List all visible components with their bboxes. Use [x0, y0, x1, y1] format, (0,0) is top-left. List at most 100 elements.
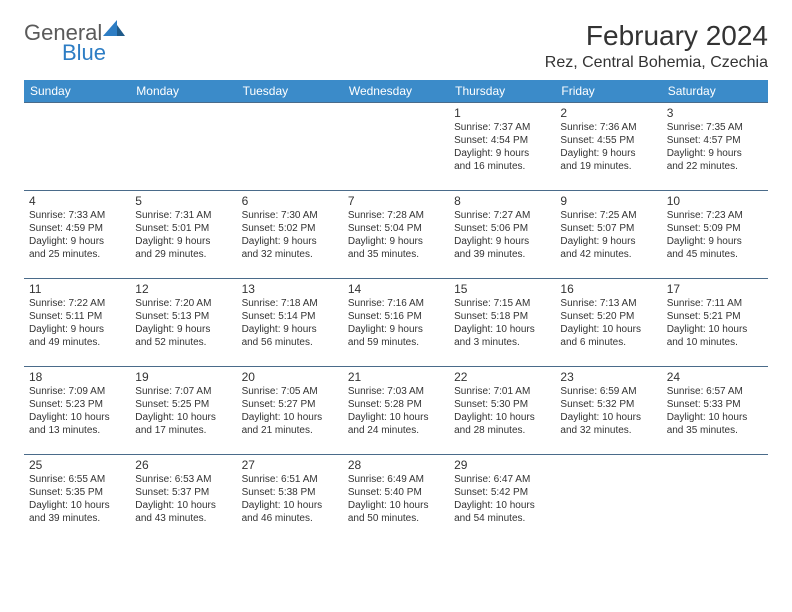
day-number: 18	[29, 370, 125, 384]
sunrise-text: Sunrise: 7:18 AM	[242, 297, 338, 310]
daylight-text-1: Daylight: 10 hours	[454, 323, 550, 336]
day-number: 19	[135, 370, 231, 384]
sunset-text: Sunset: 5:16 PM	[348, 310, 444, 323]
day-number: 14	[348, 282, 444, 296]
daylight-text-1: Daylight: 9 hours	[454, 147, 550, 160]
sunset-text: Sunset: 5:18 PM	[454, 310, 550, 323]
day-info: Sunrise: 7:07 AMSunset: 5:25 PMDaylight:…	[135, 385, 231, 437]
sunrise-text: Sunrise: 7:01 AM	[454, 385, 550, 398]
daylight-text-2: and 54 minutes.	[454, 512, 550, 525]
sunset-text: Sunset: 5:30 PM	[454, 398, 550, 411]
calendar-cell: 29Sunrise: 6:47 AMSunset: 5:42 PMDayligh…	[449, 455, 555, 543]
logo-triangle-icon	[103, 20, 125, 41]
month-title: February 2024	[545, 20, 768, 52]
day-number: 15	[454, 282, 550, 296]
day-info: Sunrise: 7:18 AMSunset: 5:14 PMDaylight:…	[242, 297, 338, 349]
daylight-text-2: and 39 minutes.	[454, 248, 550, 261]
calendar-cell: 28Sunrise: 6:49 AMSunset: 5:40 PMDayligh…	[343, 455, 449, 543]
daylight-text-1: Daylight: 9 hours	[667, 235, 763, 248]
day-number: 13	[242, 282, 338, 296]
calendar-cell: 8Sunrise: 7:27 AMSunset: 5:06 PMDaylight…	[449, 191, 555, 279]
day-info: Sunrise: 6:55 AMSunset: 5:35 PMDaylight:…	[29, 473, 125, 525]
daylight-text-2: and 59 minutes.	[348, 336, 444, 349]
sunset-text: Sunset: 5:20 PM	[560, 310, 656, 323]
calendar-week-row: 4Sunrise: 7:33 AMSunset: 4:59 PMDaylight…	[24, 191, 768, 279]
calendar-cell: 23Sunrise: 6:59 AMSunset: 5:32 PMDayligh…	[555, 367, 661, 455]
day-info: Sunrise: 7:33 AMSunset: 4:59 PMDaylight:…	[29, 209, 125, 261]
sunrise-text: Sunrise: 7:07 AM	[135, 385, 231, 398]
sunset-text: Sunset: 5:11 PM	[29, 310, 125, 323]
daylight-text-1: Daylight: 10 hours	[454, 411, 550, 424]
sunset-text: Sunset: 5:02 PM	[242, 222, 338, 235]
sunset-text: Sunset: 5:28 PM	[348, 398, 444, 411]
day-header: Tuesday	[237, 80, 343, 103]
sunrise-text: Sunrise: 7:30 AM	[242, 209, 338, 222]
daylight-text-1: Daylight: 10 hours	[348, 411, 444, 424]
sunrise-text: Sunrise: 7:09 AM	[29, 385, 125, 398]
daylight-text-1: Daylight: 10 hours	[242, 411, 338, 424]
daylight-text-2: and 45 minutes.	[667, 248, 763, 261]
calendar-cell: 3Sunrise: 7:35 AMSunset: 4:57 PMDaylight…	[662, 103, 768, 191]
daylight-text-1: Daylight: 9 hours	[29, 235, 125, 248]
day-info: Sunrise: 6:47 AMSunset: 5:42 PMDaylight:…	[454, 473, 550, 525]
daylight-text-2: and 10 minutes.	[667, 336, 763, 349]
daylight-text-2: and 17 minutes.	[135, 424, 231, 437]
sunset-text: Sunset: 5:42 PM	[454, 486, 550, 499]
day-info: Sunrise: 7:31 AMSunset: 5:01 PMDaylight:…	[135, 209, 231, 261]
daylight-text-1: Daylight: 10 hours	[560, 323, 656, 336]
daylight-text-1: Daylight: 10 hours	[560, 411, 656, 424]
logo: GeneralBlue	[24, 20, 125, 66]
day-info: Sunrise: 6:49 AMSunset: 5:40 PMDaylight:…	[348, 473, 444, 525]
calendar-cell: 16Sunrise: 7:13 AMSunset: 5:20 PMDayligh…	[555, 279, 661, 367]
day-info: Sunrise: 6:51 AMSunset: 5:38 PMDaylight:…	[242, 473, 338, 525]
calendar-week-row: 25Sunrise: 6:55 AMSunset: 5:35 PMDayligh…	[24, 455, 768, 543]
daylight-text-1: Daylight: 9 hours	[348, 235, 444, 248]
calendar-cell: 4Sunrise: 7:33 AMSunset: 4:59 PMDaylight…	[24, 191, 130, 279]
sunrise-text: Sunrise: 7:36 AM	[560, 121, 656, 134]
daylight-text-2: and 16 minutes.	[454, 160, 550, 173]
sunrise-text: Sunrise: 7:13 AM	[560, 297, 656, 310]
day-info: Sunrise: 6:57 AMSunset: 5:33 PMDaylight:…	[667, 385, 763, 437]
day-number: 22	[454, 370, 550, 384]
calendar-cell: 18Sunrise: 7:09 AMSunset: 5:23 PMDayligh…	[24, 367, 130, 455]
calendar-week-row: 1Sunrise: 7:37 AMSunset: 4:54 PMDaylight…	[24, 103, 768, 191]
sunset-text: Sunset: 5:40 PM	[348, 486, 444, 499]
day-info: Sunrise: 7:27 AMSunset: 5:06 PMDaylight:…	[454, 209, 550, 261]
daylight-text-2: and 50 minutes.	[348, 512, 444, 525]
daylight-text-1: Daylight: 10 hours	[454, 499, 550, 512]
calendar-cell-empty	[662, 455, 768, 543]
sunrise-text: Sunrise: 6:55 AM	[29, 473, 125, 486]
sunset-text: Sunset: 5:33 PM	[667, 398, 763, 411]
location: Rez, Central Bohemia, Czechia	[545, 54, 768, 72]
sunset-text: Sunset: 5:06 PM	[454, 222, 550, 235]
daylight-text-2: and 49 minutes.	[29, 336, 125, 349]
sunset-text: Sunset: 5:37 PM	[135, 486, 231, 499]
sunrise-text: Sunrise: 7:35 AM	[667, 121, 763, 134]
logo-text-blue: Blue	[62, 40, 125, 66]
sunrise-text: Sunrise: 7:23 AM	[667, 209, 763, 222]
daylight-text-1: Daylight: 10 hours	[348, 499, 444, 512]
daylight-text-1: Daylight: 9 hours	[29, 323, 125, 336]
calendar-cell-empty	[130, 103, 236, 191]
sunrise-text: Sunrise: 7:15 AM	[454, 297, 550, 310]
day-info: Sunrise: 7:11 AMSunset: 5:21 PMDaylight:…	[667, 297, 763, 349]
calendar-cell: 17Sunrise: 7:11 AMSunset: 5:21 PMDayligh…	[662, 279, 768, 367]
sunrise-text: Sunrise: 6:49 AM	[348, 473, 444, 486]
day-info: Sunrise: 7:15 AMSunset: 5:18 PMDaylight:…	[454, 297, 550, 349]
daylight-text-1: Daylight: 9 hours	[242, 235, 338, 248]
daylight-text-2: and 43 minutes.	[135, 512, 231, 525]
sunset-text: Sunset: 4:57 PM	[667, 134, 763, 147]
header: GeneralBlue February 2024 Rez, Central B…	[24, 20, 768, 72]
calendar-cell-empty	[555, 455, 661, 543]
day-number: 27	[242, 458, 338, 472]
calendar-cell: 15Sunrise: 7:15 AMSunset: 5:18 PMDayligh…	[449, 279, 555, 367]
day-number: 11	[29, 282, 125, 296]
sunrise-text: Sunrise: 7:11 AM	[667, 297, 763, 310]
sunrise-text: Sunrise: 6:59 AM	[560, 385, 656, 398]
day-info: Sunrise: 7:03 AMSunset: 5:28 PMDaylight:…	[348, 385, 444, 437]
day-info: Sunrise: 7:09 AMSunset: 5:23 PMDaylight:…	[29, 385, 125, 437]
sunset-text: Sunset: 5:25 PM	[135, 398, 231, 411]
sunset-text: Sunset: 5:23 PM	[29, 398, 125, 411]
daylight-text-1: Daylight: 10 hours	[135, 499, 231, 512]
calendar-cell: 25Sunrise: 6:55 AMSunset: 5:35 PMDayligh…	[24, 455, 130, 543]
